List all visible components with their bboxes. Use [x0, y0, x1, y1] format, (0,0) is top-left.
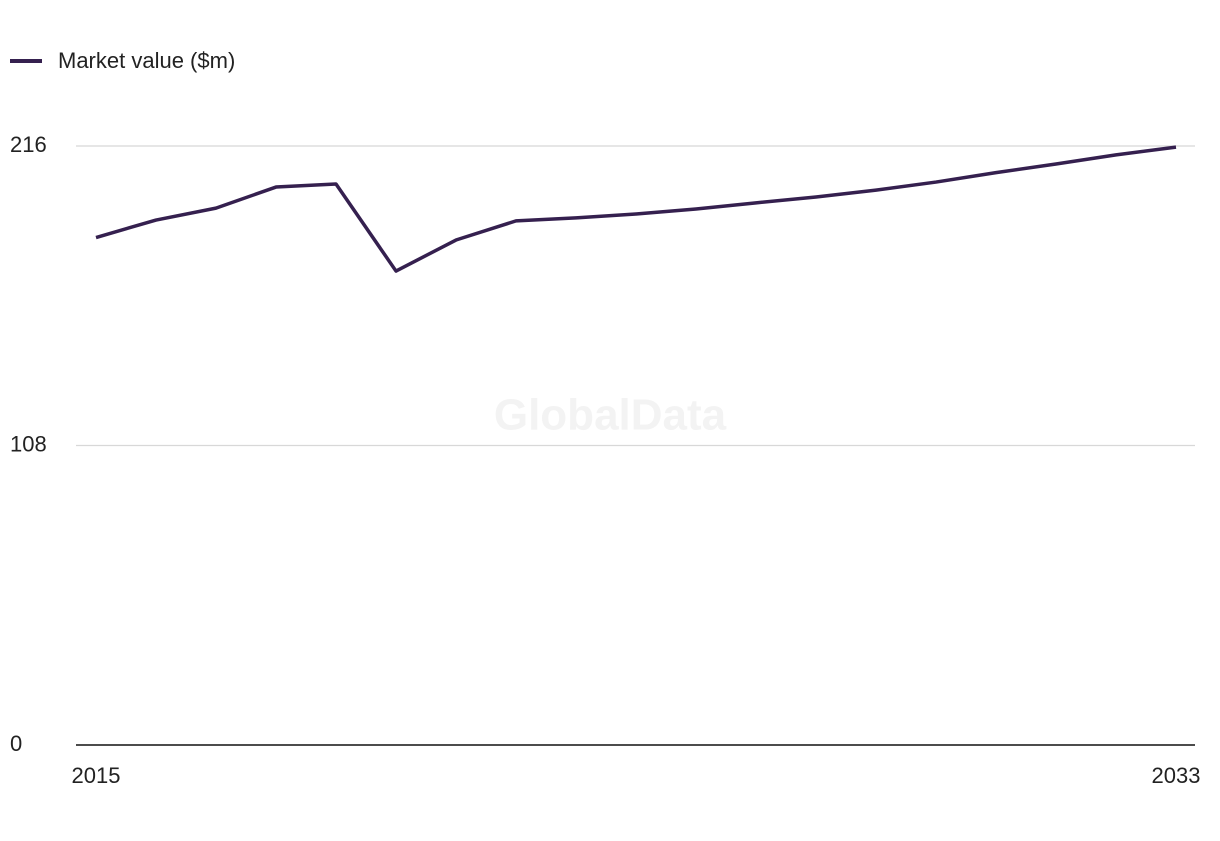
y-tick-label: 108 [10, 431, 47, 456]
legend-label: Market value ($m) [58, 48, 235, 73]
y-tick-label: 216 [10, 132, 47, 157]
watermark: GlobalData [494, 391, 727, 440]
series-line [95, 145, 1177, 273]
x-tick-label: 2033 [1152, 763, 1201, 788]
x-tick-label: 2015 [72, 763, 121, 788]
y-tick-label: 0 [10, 731, 22, 756]
